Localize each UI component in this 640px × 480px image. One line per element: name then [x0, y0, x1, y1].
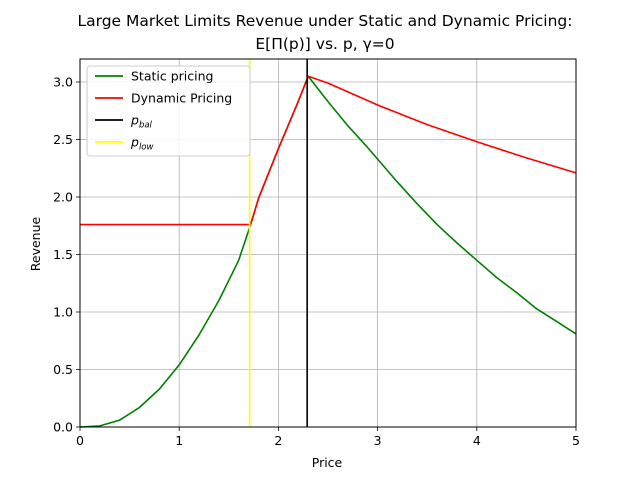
y-tick-label: 0.5: [53, 362, 73, 377]
x-tick-label: 4: [473, 433, 481, 448]
legend-label: Static pricing: [131, 69, 213, 84]
ticks: 0 1 2 3 4 5 0.0 0.5 1.0 1.5 2.0 2.5 3.0: [53, 75, 580, 449]
x-tick-label: 1: [175, 433, 183, 448]
y-tick-label: 2.5: [53, 132, 73, 147]
y-tick-label: 3.0: [53, 75, 73, 90]
legend-label: plow: [130, 135, 153, 153]
x-tick-label: 5: [572, 433, 580, 448]
x-tick-label: 3: [374, 433, 382, 448]
y-tick-label: 1.5: [53, 247, 73, 262]
series-line-static: [79, 75, 577, 428]
legend-label: Dynamic Pricing: [131, 91, 232, 106]
legend-box: [86, 65, 251, 157]
y-tick-label: 2.0: [53, 190, 73, 205]
chart-title-line1: Large Market Limits Revenue under Static…: [77, 12, 572, 30]
y-tick-label: 0.0: [53, 420, 73, 435]
x-axis-label: Price: [312, 455, 343, 470]
y-axis-label: Revenue: [28, 216, 43, 271]
y-tick-label: 1.0: [53, 305, 73, 320]
legend: Static pricing Dynamic Pricing pbal plow: [86, 65, 251, 157]
x-tick-label: 0: [76, 433, 84, 448]
series-line-dynamic: [80, 75, 577, 226]
plot-frame: [79, 58, 577, 428]
chart-title-line2: E[Π(p)] vs. p, γ=0: [255, 35, 394, 53]
legend-label: pbal: [130, 113, 153, 131]
x-tick-label: 2: [274, 433, 282, 448]
